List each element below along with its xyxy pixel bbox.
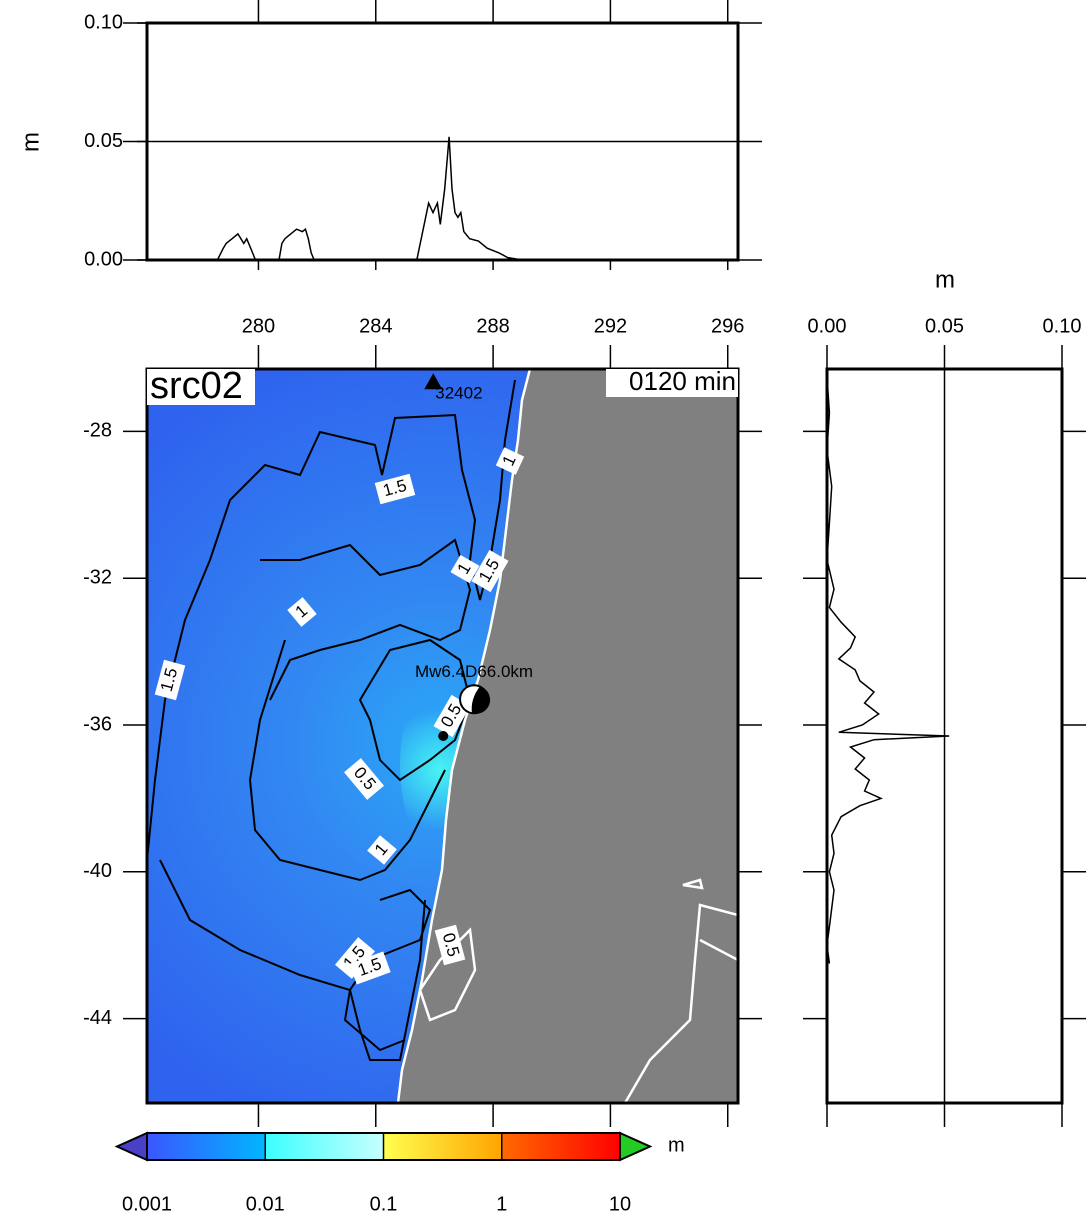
profile-line xyxy=(147,136,734,261)
y-tick-label: 0.05 xyxy=(84,130,123,152)
colorbar-under xyxy=(114,1131,148,1162)
x-axis-label: m xyxy=(935,266,955,293)
source-box xyxy=(147,369,255,405)
x-tick-label: 0.00 xyxy=(808,315,847,337)
time-box xyxy=(606,369,738,397)
station-label: 32402 xyxy=(435,384,482,403)
colorbar-segment xyxy=(383,1133,502,1160)
colorbar-tick-label: 1 xyxy=(496,1193,507,1215)
y-tick-label: -36 xyxy=(83,713,112,735)
colorbar-tick-label: 0.01 xyxy=(246,1193,285,1215)
epicenter xyxy=(438,731,449,741)
y-tick-label: -28 xyxy=(83,420,112,442)
profile-line xyxy=(826,376,950,964)
colorbar-unit: m xyxy=(668,1134,685,1156)
y-tick-label: -40 xyxy=(83,860,112,882)
x-tick-label: 280 xyxy=(242,315,275,337)
x-tick-label: 296 xyxy=(711,315,744,337)
y-tick-label: 0.00 xyxy=(84,248,123,270)
colorbar-segment xyxy=(147,1133,266,1160)
beachball-quadrant xyxy=(471,686,491,714)
x-tick-label: 292 xyxy=(594,315,627,337)
colorbar-over xyxy=(619,1131,653,1162)
time-label: 0120 min xyxy=(629,366,736,396)
y-tick-label: 0.10 xyxy=(84,11,123,33)
station-marker xyxy=(424,373,443,390)
x-tick-label: 284 xyxy=(359,315,392,337)
colorbar-tick-label: 10 xyxy=(609,1193,631,1215)
y-tick-label: -32 xyxy=(83,566,112,588)
y-axis-label: m xyxy=(17,132,44,152)
map-frame xyxy=(145,367,740,1105)
mechanism-label: Mw6.4D66.0km xyxy=(415,662,533,681)
x-tick-label: 288 xyxy=(476,315,509,337)
colorbar-tick-label: 0.001 xyxy=(122,1193,172,1215)
colorbar-segment xyxy=(265,1133,384,1160)
x-tick-label: 0.10 xyxy=(1043,315,1082,337)
y-tick-label: -44 xyxy=(83,1007,112,1029)
colorbar-segment xyxy=(501,1133,620,1160)
beachball xyxy=(459,684,491,715)
x-tick-label: 0.05 xyxy=(925,315,964,337)
source-label: src02 xyxy=(150,365,243,407)
colorbar-tick-label: 0.1 xyxy=(370,1193,398,1215)
map-field xyxy=(147,369,738,1103)
